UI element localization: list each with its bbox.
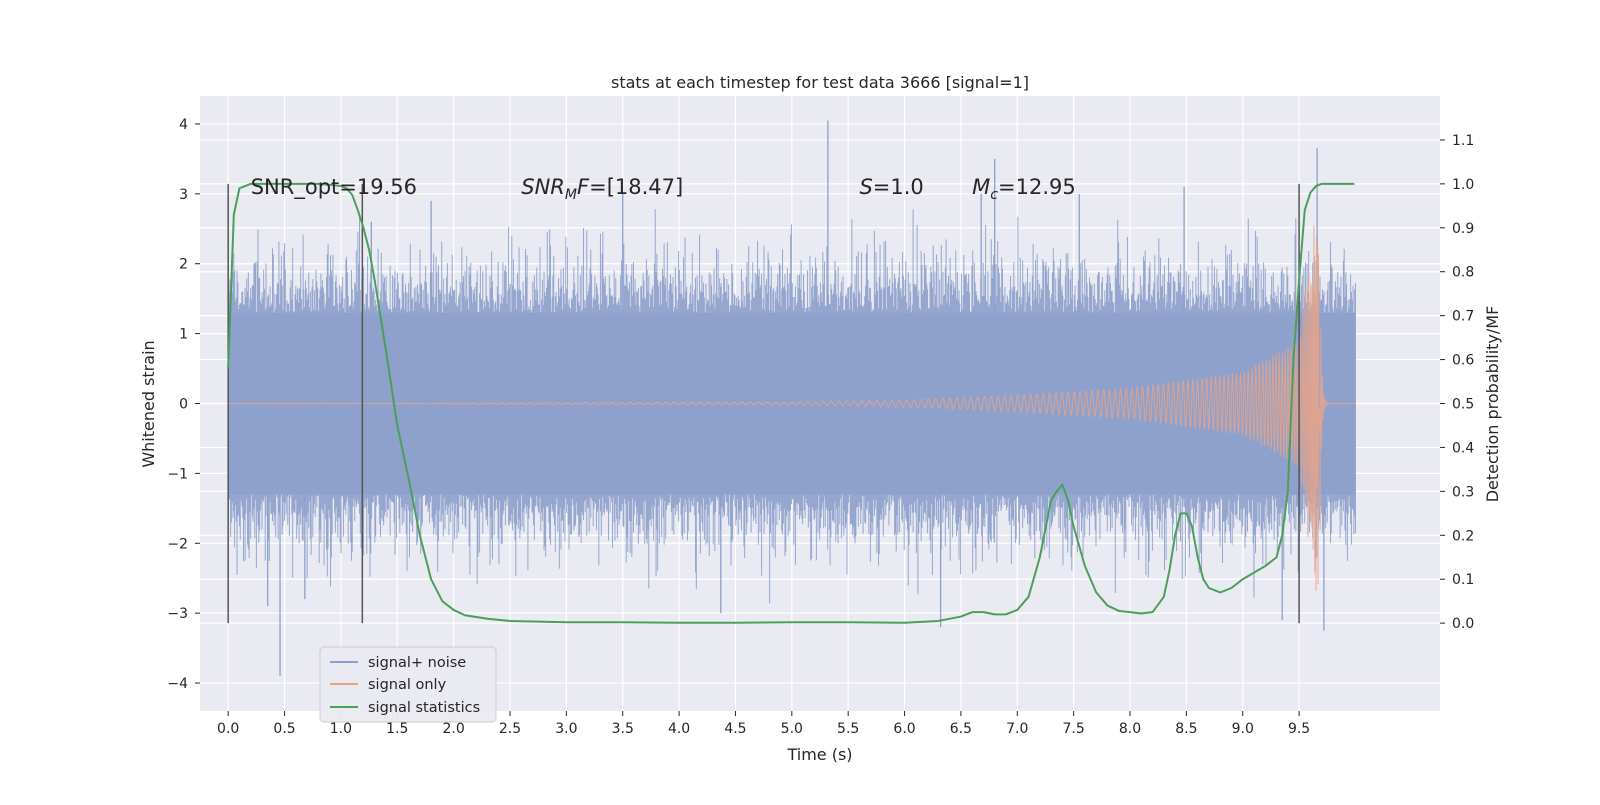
annotations: SNR_opt=19.56 SNRMF=[18.47] S=1.0 Mc=12.95 [251,175,1076,203]
y-right-tick-label: 0.7 [1452,309,1474,325]
x-tick-label: 3.0 [555,721,577,737]
y-right-tick-label: 0.8 [1452,265,1474,281]
y-right-tick-label: 0.6 [1452,353,1474,369]
x-tick-label: 9.0 [1232,721,1254,737]
x-tick-label: 8.5 [1175,721,1197,737]
annotation-snr-mf: SNRMF=[18.47] [521,175,683,203]
x-tick-label: 7.5 [1063,721,1085,737]
x-tick-label: 4.5 [724,721,746,737]
legend-label-signal-statistics: signal statistics [368,700,480,716]
y-left-tick-label: −1 [167,466,188,482]
x-tick-label: 4.0 [668,721,690,737]
y-left-tick-label: 0 [179,397,188,413]
y-left-axis-label: Whitened strain [139,340,158,467]
y-right-tick-label: 0.4 [1452,440,1474,456]
y-right-tick-label: 1.1 [1452,133,1474,149]
vertical-markers [227,183,1300,624]
y-left-tick-label: −4 [167,676,188,692]
x-tick-label: 8.0 [1119,721,1141,737]
legend-label-signal-only: signal only [368,677,447,693]
signal-only-series [228,225,1356,591]
y-left-tick-label: 2 [179,257,188,273]
y-left-tick-label: 3 [179,187,188,203]
x-tick-label: 6.0 [893,721,915,737]
signal-only-line [228,225,1356,591]
y-left-tick-label: 1 [179,327,188,343]
x-tick-label: 2.0 [443,721,465,737]
x-tick-label: 0.0 [217,721,239,737]
y-right-tick-label: 0.0 [1452,616,1474,632]
y-right-tick-label: 0.1 [1452,572,1474,588]
legend-label-signal-noise: signal+ noise [368,655,466,671]
signal-statistics-series [227,182,1355,624]
x-axis-ticks: 0.0 0.5 1.0 1.5 2.0 2.5 3.0 3.5 4.0 4.5 5.0 5.5 6.0 6… [217,711,1310,737]
x-tick-label: 9.5 [1288,721,1310,737]
y-left-axis-ticks: −4 −3 −2 −1 0 1 2 3 4 [167,117,200,692]
annotation-s: S=1.0 [859,175,923,199]
x-tick-label: 0.5 [273,721,295,737]
annotation-snr-opt: SNR_opt=19.56 [251,175,417,200]
y-right-axis-ticks: 0.0 0.1 0.2 0.3 0.4 0.5 0.6 0.7 0.8 0.9 1.0 1.1 [1440,133,1474,632]
y-right-tick-label: 0.5 [1452,397,1474,413]
y-left-tick-label: −3 [167,606,188,622]
legend-box [319,646,497,723]
x-tick-label: 1.5 [386,721,408,737]
y-right-tick-label: 1.0 [1452,177,1474,193]
annotation-mc: Mc=12.95 [972,175,1076,203]
x-tick-label: 7.0 [1006,721,1028,737]
legend: signal+ noise signal only signal statist… [319,646,497,723]
y-left-tick-label: 4 [179,117,188,133]
signal-statistics-line [227,182,1355,624]
chart-title: stats at each timestep for test data 366… [611,73,1029,92]
y-right-tick-label: 0.9 [1452,221,1474,237]
x-tick-label: 3.5 [612,721,634,737]
x-tick-label: 5.5 [837,721,859,737]
y-right-axis-label: Detection probability/MF [1483,306,1502,503]
y-right-tick-label: 0.3 [1452,484,1474,500]
y-left-tick-label: −2 [167,536,188,552]
x-tick-label: 1.0 [330,721,352,737]
x-axis-label: Time (s) [786,745,852,764]
x-tick-label: 6.5 [950,721,972,737]
x-tick-label: 2.5 [499,721,521,737]
x-tick-label: 5.0 [781,721,803,737]
y-right-tick-label: 0.2 [1452,528,1474,544]
